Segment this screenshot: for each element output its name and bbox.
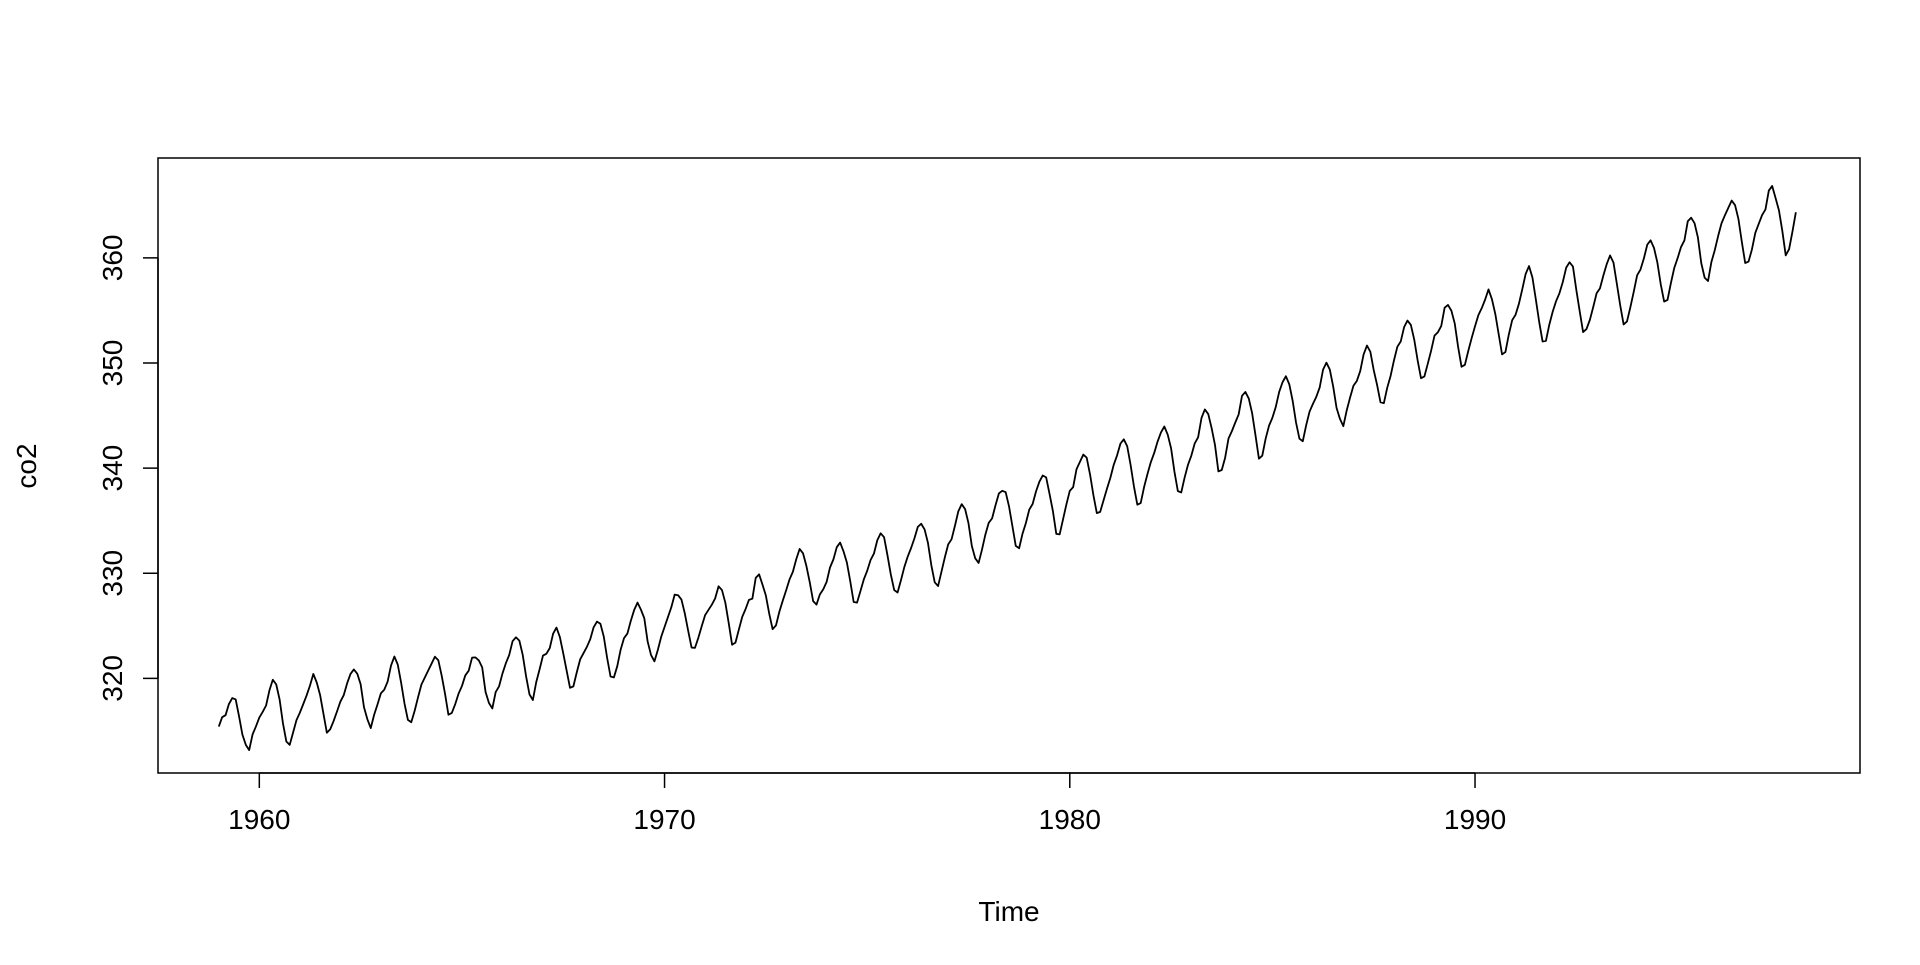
y-tick-label: 350 [97, 340, 128, 387]
y-axis: 320 330 340 350 360 [97, 235, 159, 702]
y-tick-label: 320 [97, 655, 128, 702]
x-tick-label: 1980 [1039, 804, 1101, 835]
y-tick-label: 360 [97, 235, 128, 282]
x-tick-label: 1990 [1444, 804, 1506, 835]
y-tick-label: 330 [97, 550, 128, 597]
y-tick-label: 340 [97, 445, 128, 492]
series-line-co2 [217, 185, 1797, 751]
x-tick-label: 1970 [633, 804, 695, 835]
x-axis: 1960 1970 1980 1990 [228, 772, 1506, 835]
x-tick-label: 1960 [228, 804, 290, 835]
plot-frame [157, 157, 1861, 774]
y-axis-label: co2 [11, 443, 42, 488]
x-axis-label: Time [978, 896, 1039, 927]
